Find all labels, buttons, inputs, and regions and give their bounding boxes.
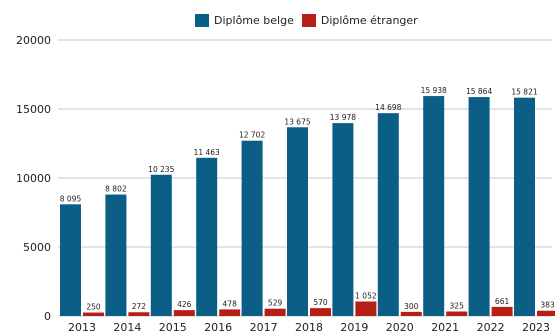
y-axis-tick-labels: 0 5000 10000 15000 20000 xyxy=(16,34,51,323)
data-label-diplome-etranger-2021: 325 xyxy=(450,302,465,311)
bar-diplome-etranger-2014 xyxy=(128,312,150,316)
x-axis-tick-labels: 2013 2014 2015 2016 2017 2018 2019 2020 2021 2022… xyxy=(68,321,550,333)
data-label-diplome-belge-2022: 15 864 xyxy=(466,87,492,96)
chart-legend: Diplôme belge Diplôme étranger xyxy=(195,12,426,28)
legend-label-diplome-belge: Diplôme belge xyxy=(214,13,294,27)
data-label-diplome-belge-2023: 15 821 xyxy=(511,88,537,97)
bar-diplome-etranger-2013 xyxy=(83,312,104,316)
legend-swatch-diplome-etranger xyxy=(301,13,316,27)
x-tick-label-2019: 2019 xyxy=(340,321,368,333)
data-label-diplome-belge-2014: 8 802 xyxy=(105,185,127,194)
data-label-diplome-belge-2017: 12 702 xyxy=(239,131,265,140)
x-tick-label-2013: 2013 xyxy=(68,321,96,333)
bar-diplome-etranger-2020 xyxy=(400,311,422,316)
data-label-diplome-belge-2018: 13 675 xyxy=(284,117,310,126)
bar-diplome-belge-2014 xyxy=(105,194,127,316)
data-label-diplome-belge-2015: 10 235 xyxy=(148,165,174,174)
bar-diplome-etranger-2021 xyxy=(446,311,468,316)
bar-diplome-belge-2020 xyxy=(377,113,399,316)
bar-diplome-belge-2015 xyxy=(150,174,172,316)
bar-diplome-etranger-2022 xyxy=(491,306,513,316)
bars xyxy=(60,96,555,316)
x-tick-label-2021: 2021 xyxy=(431,321,459,333)
data-label-diplome-belge-2019: 13 978 xyxy=(330,113,356,122)
y-tick-label: 5000 xyxy=(23,241,51,254)
bar-diplome-etranger-2016 xyxy=(219,309,241,316)
x-tick-label-2018: 2018 xyxy=(295,321,323,333)
data-label-diplome-etranger-2017: 529 xyxy=(268,299,283,308)
data-label-diplome-etranger-2023: 383 xyxy=(540,301,555,310)
data-label-diplome-etranger-2016: 478 xyxy=(223,299,238,308)
y-tick-label: 15000 xyxy=(16,103,51,116)
bar-diplome-belge-2023 xyxy=(514,97,535,316)
y-tick-label: 0 xyxy=(44,310,51,323)
x-tick-label-2017: 2017 xyxy=(250,321,278,333)
data-label-diplome-etranger-2019: 1 052 xyxy=(355,291,377,300)
bar-diplome-belge-2017 xyxy=(241,140,263,316)
y-tick-label: 10000 xyxy=(16,172,51,185)
data-label-diplome-etranger-2013: 250 xyxy=(86,303,101,312)
x-tick-label-2015: 2015 xyxy=(159,321,187,333)
x-tick-label-2023: 2023 xyxy=(522,321,550,333)
legend-item-diplome-belge: Diplôme belge xyxy=(195,13,294,27)
bar-diplome-etranger-2019 xyxy=(355,301,377,316)
data-labels: 8 095 250 8 802 272 10 235 426 11 463 478 12 702… xyxy=(60,86,555,311)
bar-diplome-etranger-2018 xyxy=(310,308,331,316)
bar-diplome-belge-2022 xyxy=(468,97,490,316)
bar-diplome-belge-2013 xyxy=(60,204,81,316)
data-label-diplome-etranger-2022: 661 xyxy=(495,297,510,306)
data-label-diplome-belge-2021: 15 938 xyxy=(421,86,447,95)
legend-label-diplome-etranger: Diplôme étranger xyxy=(320,13,418,27)
bar-diplome-etranger-2015 xyxy=(173,310,195,316)
x-tick-label-2016: 2016 xyxy=(204,321,232,333)
bar-diplome-belge-2018 xyxy=(287,127,308,316)
legend-item-diplome-etranger: Diplôme étranger xyxy=(301,13,418,27)
data-label-diplome-etranger-2014: 272 xyxy=(132,302,147,311)
y-tick-label: 20000 xyxy=(16,34,51,47)
data-label-diplome-belge-2016: 11 463 xyxy=(194,148,220,157)
data-label-diplome-etranger-2015: 426 xyxy=(177,300,192,309)
data-label-diplome-etranger-2018: 570 xyxy=(313,298,328,307)
x-tick-label-2022: 2022 xyxy=(477,321,505,333)
bar-diplome-etranger-2017 xyxy=(264,308,286,316)
x-tick-label-2014: 2014 xyxy=(113,321,141,333)
bar-diplome-etranger-2023 xyxy=(537,310,555,316)
data-label-diplome-etranger-2020: 300 xyxy=(404,302,419,311)
legend-swatch-diplome-belge xyxy=(195,13,209,27)
data-label-diplome-belge-2013: 8 095 xyxy=(60,194,82,203)
x-tick-label-2020: 2020 xyxy=(386,321,414,333)
data-label-diplome-belge-2020: 14 698 xyxy=(375,103,401,112)
bar-diplome-belge-2021 xyxy=(423,96,445,316)
bar-diplome-belge-2019 xyxy=(332,123,354,316)
bar-diplome-belge-2016 xyxy=(196,157,218,316)
